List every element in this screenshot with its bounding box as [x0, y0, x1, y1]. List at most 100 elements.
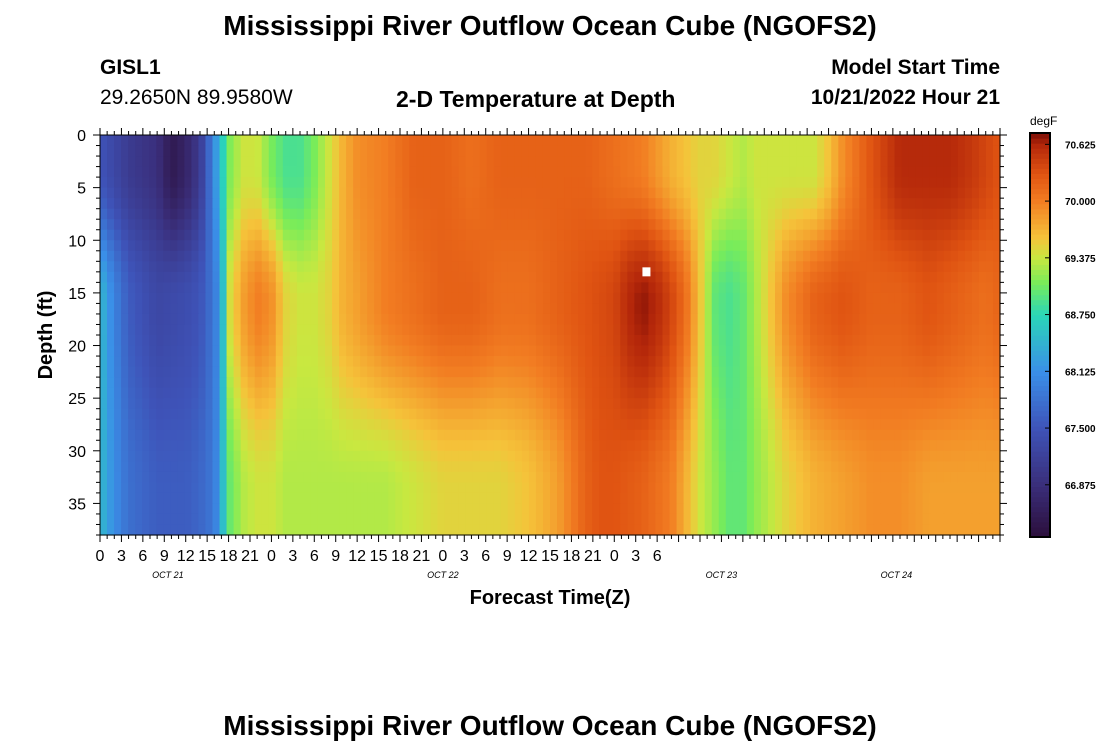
- heatmap-cell: [648, 366, 657, 378]
- heatmap-cell: [156, 524, 164, 536]
- heatmap-cell: [437, 156, 446, 168]
- heatmap-cell: [599, 366, 607, 378]
- heatmap-cell: [353, 387, 361, 399]
- heatmap-cell: [817, 503, 825, 515]
- heatmap-cell: [535, 377, 544, 389]
- heatmap-cell: [535, 177, 544, 189]
- heatmap-cell: [226, 377, 235, 389]
- heatmap-cell: [458, 229, 467, 241]
- heatmap-cell: [528, 145, 537, 157]
- heatmap-cell: [507, 345, 516, 357]
- heatmap-cell: [634, 219, 643, 231]
- heatmap-cell: [838, 240, 846, 252]
- heatmap-cell: [346, 408, 354, 420]
- heatmap-cell: [950, 292, 959, 305]
- heatmap-cell: [114, 145, 122, 157]
- heatmap-cell: [402, 419, 410, 431]
- heatmap-cell: [247, 271, 256, 283]
- heatmap-cell: [381, 292, 389, 305]
- heatmap-cell: [205, 419, 214, 431]
- heatmap-cell: [205, 282, 214, 294]
- heatmap-cell: [114, 187, 122, 199]
- heatmap-cell: [599, 398, 607, 410]
- heatmap-cell: [943, 482, 952, 494]
- heatmap-cell: [212, 198, 221, 210]
- heatmap-cell: [282, 261, 291, 273]
- heatmap-cell: [514, 250, 523, 262]
- heatmap-cell: [240, 324, 249, 336]
- heatmap-cell: [789, 482, 797, 494]
- heatmap-cell: [866, 324, 875, 336]
- heatmap-cell: [978, 450, 987, 462]
- heatmap-cell: [479, 450, 488, 462]
- heatmap-cell: [683, 187, 692, 199]
- heatmap-cell: [753, 356, 762, 368]
- heatmap-cell: [310, 166, 319, 178]
- heatmap-cell: [486, 187, 495, 199]
- heatmap-cell: [634, 450, 643, 462]
- heatmap-cell: [746, 219, 755, 231]
- heatmap-cell: [718, 271, 727, 283]
- heatmap-cell: [268, 503, 277, 515]
- heatmap-cell: [205, 461, 214, 473]
- heatmap-cell: [325, 135, 333, 147]
- heatmap-cell: [866, 387, 875, 399]
- heatmap-cell: [402, 440, 410, 452]
- heatmap-cell: [423, 250, 432, 262]
- heatmap-cell: [557, 135, 565, 147]
- heatmap-cell: [303, 229, 312, 241]
- heatmap-cell: [894, 156, 903, 168]
- heatmap-cell: [880, 356, 889, 368]
- heatmap-cell: [542, 229, 551, 241]
- heatmap-cell: [753, 229, 762, 241]
- heatmap-cell: [528, 250, 537, 262]
- heatmap-cell: [641, 387, 650, 399]
- heatmap-cell: [852, 513, 860, 526]
- heatmap-cell: [838, 271, 846, 283]
- heatmap-cell: [247, 292, 256, 305]
- heatmap-cell: [177, 356, 185, 368]
- heatmap-cell: [149, 240, 157, 252]
- heatmap-cell: [149, 503, 157, 515]
- heatmap-cell: [423, 429, 432, 441]
- heatmap-cell: [718, 187, 727, 199]
- heatmap-cell: [887, 135, 896, 147]
- heatmap-cell: [198, 345, 207, 357]
- heatmap-cell: [915, 335, 924, 347]
- heatmap-cell: [268, 387, 277, 399]
- heatmap-cell: [985, 503, 994, 515]
- heatmap-cell: [121, 292, 129, 305]
- heatmap-cell: [704, 303, 713, 315]
- heatmap-cell: [458, 145, 467, 157]
- heatmap-cell: [437, 187, 446, 199]
- heatmap-cell: [402, 177, 410, 189]
- heatmap-cell: [128, 335, 136, 347]
- heatmap-cell: [971, 271, 980, 283]
- heatmap-cell: [648, 335, 657, 347]
- heatmap-cell: [599, 250, 607, 262]
- heatmap-cell: [296, 513, 305, 526]
- heatmap-cell: [465, 356, 474, 368]
- heatmap-cell: [205, 440, 214, 452]
- heatmap-cell: [430, 208, 439, 220]
- heatmap-cell: [662, 313, 671, 326]
- heatmap-cell: [599, 166, 607, 178]
- heatmap-cell: [163, 135, 171, 147]
- heatmap-cell: [620, 219, 628, 231]
- heatmap-cell: [409, 240, 418, 252]
- heatmap-cell: [943, 145, 952, 157]
- heatmap-cell: [985, 492, 994, 505]
- heatmap-cell: [739, 366, 748, 378]
- heatmap-cell: [219, 145, 228, 157]
- heatmap-cell: [282, 513, 291, 526]
- heatmap-cell: [423, 461, 432, 473]
- heatmap-cell: [500, 219, 509, 231]
- heatmap-cell: [121, 345, 129, 357]
- heatmap-cell: [887, 387, 896, 399]
- heatmap-cell: [226, 240, 235, 252]
- heatmap-cell: [437, 345, 446, 357]
- heatmap-cell: [676, 208, 685, 220]
- heatmap-cell: [444, 156, 453, 168]
- heatmap-cell: [205, 292, 214, 305]
- heatmap-cell: [170, 366, 178, 378]
